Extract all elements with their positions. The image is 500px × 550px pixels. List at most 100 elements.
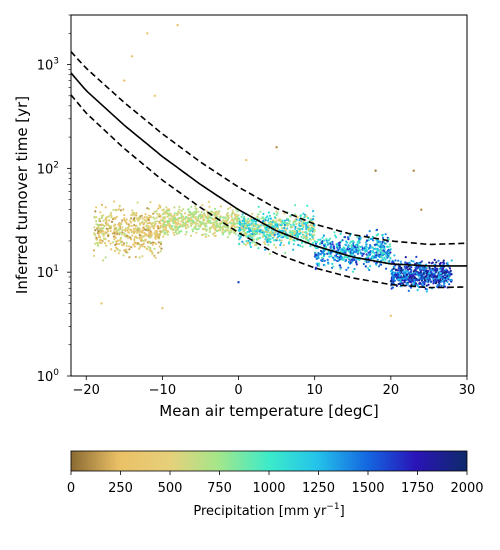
data-point bbox=[243, 232, 246, 236]
data-point bbox=[446, 280, 449, 284]
data-point bbox=[200, 216, 203, 219]
data-point bbox=[340, 240, 343, 243]
data-point bbox=[273, 212, 276, 215]
data-point bbox=[95, 206, 98, 209]
data-point bbox=[238, 226, 241, 230]
data-point bbox=[201, 227, 204, 230]
data-point bbox=[312, 218, 315, 221]
data-point bbox=[141, 220, 144, 223]
data-point bbox=[159, 242, 163, 246]
data-point bbox=[165, 209, 168, 213]
data-point bbox=[306, 204, 309, 207]
data-point bbox=[428, 279, 432, 282]
data-point bbox=[381, 233, 384, 236]
data-point bbox=[165, 206, 168, 209]
data-point bbox=[177, 210, 180, 213]
data-point bbox=[134, 230, 137, 233]
data-point bbox=[188, 213, 191, 217]
data-point bbox=[279, 243, 282, 247]
fit-lines bbox=[71, 51, 467, 289]
data-point bbox=[105, 244, 108, 247]
data-point bbox=[280, 236, 283, 239]
data-point bbox=[176, 225, 179, 229]
data-point bbox=[178, 208, 181, 211]
data-point bbox=[161, 212, 165, 216]
data-point bbox=[147, 219, 150, 222]
data-point bbox=[155, 242, 158, 245]
data-point bbox=[197, 227, 200, 231]
data-point bbox=[439, 266, 443, 269]
data-point bbox=[251, 231, 255, 234]
data-point bbox=[312, 215, 315, 218]
data-point bbox=[163, 226, 166, 229]
data-point bbox=[336, 257, 339, 260]
data-point bbox=[118, 249, 121, 252]
data-point bbox=[388, 243, 391, 246]
data-point bbox=[397, 266, 400, 269]
data-point bbox=[432, 282, 435, 285]
data-point bbox=[130, 214, 133, 217]
data-point bbox=[133, 219, 136, 223]
data-point bbox=[205, 229, 208, 232]
data-point bbox=[123, 249, 126, 252]
data-point bbox=[359, 245, 362, 249]
data-point bbox=[139, 215, 142, 218]
data-point bbox=[265, 230, 268, 233]
data-point bbox=[245, 226, 248, 229]
data-point bbox=[250, 235, 253, 238]
data-point bbox=[136, 237, 139, 240]
data-point bbox=[248, 243, 252, 246]
data-point bbox=[236, 220, 239, 223]
data-point bbox=[192, 220, 195, 223]
data-point bbox=[102, 237, 105, 240]
data-point bbox=[235, 213, 238, 216]
data-point bbox=[208, 205, 211, 208]
data-point bbox=[212, 226, 215, 230]
data-point bbox=[262, 219, 265, 223]
data-point bbox=[347, 266, 350, 269]
data-point bbox=[403, 279, 406, 282]
data-point bbox=[122, 254, 125, 257]
data-point bbox=[343, 256, 346, 259]
data-point bbox=[336, 242, 339, 245]
data-point bbox=[133, 212, 136, 215]
data-point bbox=[301, 245, 304, 248]
data-point bbox=[399, 276, 402, 279]
data-point bbox=[301, 231, 304, 234]
outlier-point bbox=[100, 302, 103, 305]
y-tick-label: 103 bbox=[37, 57, 59, 74]
data-point bbox=[365, 239, 369, 242]
data-point bbox=[166, 224, 169, 227]
data-point bbox=[159, 230, 162, 233]
data-point bbox=[410, 259, 413, 262]
data-point bbox=[446, 269, 449, 272]
data-point bbox=[170, 213, 173, 216]
data-point bbox=[422, 272, 426, 275]
data-point bbox=[197, 216, 200, 219]
data-point bbox=[354, 244, 357, 247]
data-point bbox=[423, 279, 427, 282]
data-point bbox=[418, 275, 421, 278]
data-point bbox=[348, 234, 352, 237]
data-point bbox=[323, 244, 326, 247]
data-point bbox=[373, 243, 376, 246]
data-point bbox=[124, 227, 128, 230]
x-tick-label: 10 bbox=[306, 383, 323, 398]
data-point bbox=[304, 231, 307, 234]
data-point bbox=[306, 239, 310, 242]
data-point bbox=[95, 216, 98, 219]
data-point bbox=[396, 278, 399, 281]
data-point bbox=[238, 229, 241, 232]
data-point bbox=[150, 232, 153, 235]
data-point bbox=[276, 233, 279, 236]
data-point bbox=[172, 222, 175, 225]
data-point bbox=[134, 255, 137, 259]
data-point bbox=[290, 231, 293, 234]
data-point bbox=[167, 219, 170, 222]
data-point bbox=[329, 242, 332, 245]
data-point bbox=[319, 238, 322, 241]
data-point bbox=[107, 234, 110, 237]
data-point bbox=[341, 258, 345, 261]
data-point bbox=[414, 268, 417, 271]
data-point bbox=[407, 272, 410, 275]
